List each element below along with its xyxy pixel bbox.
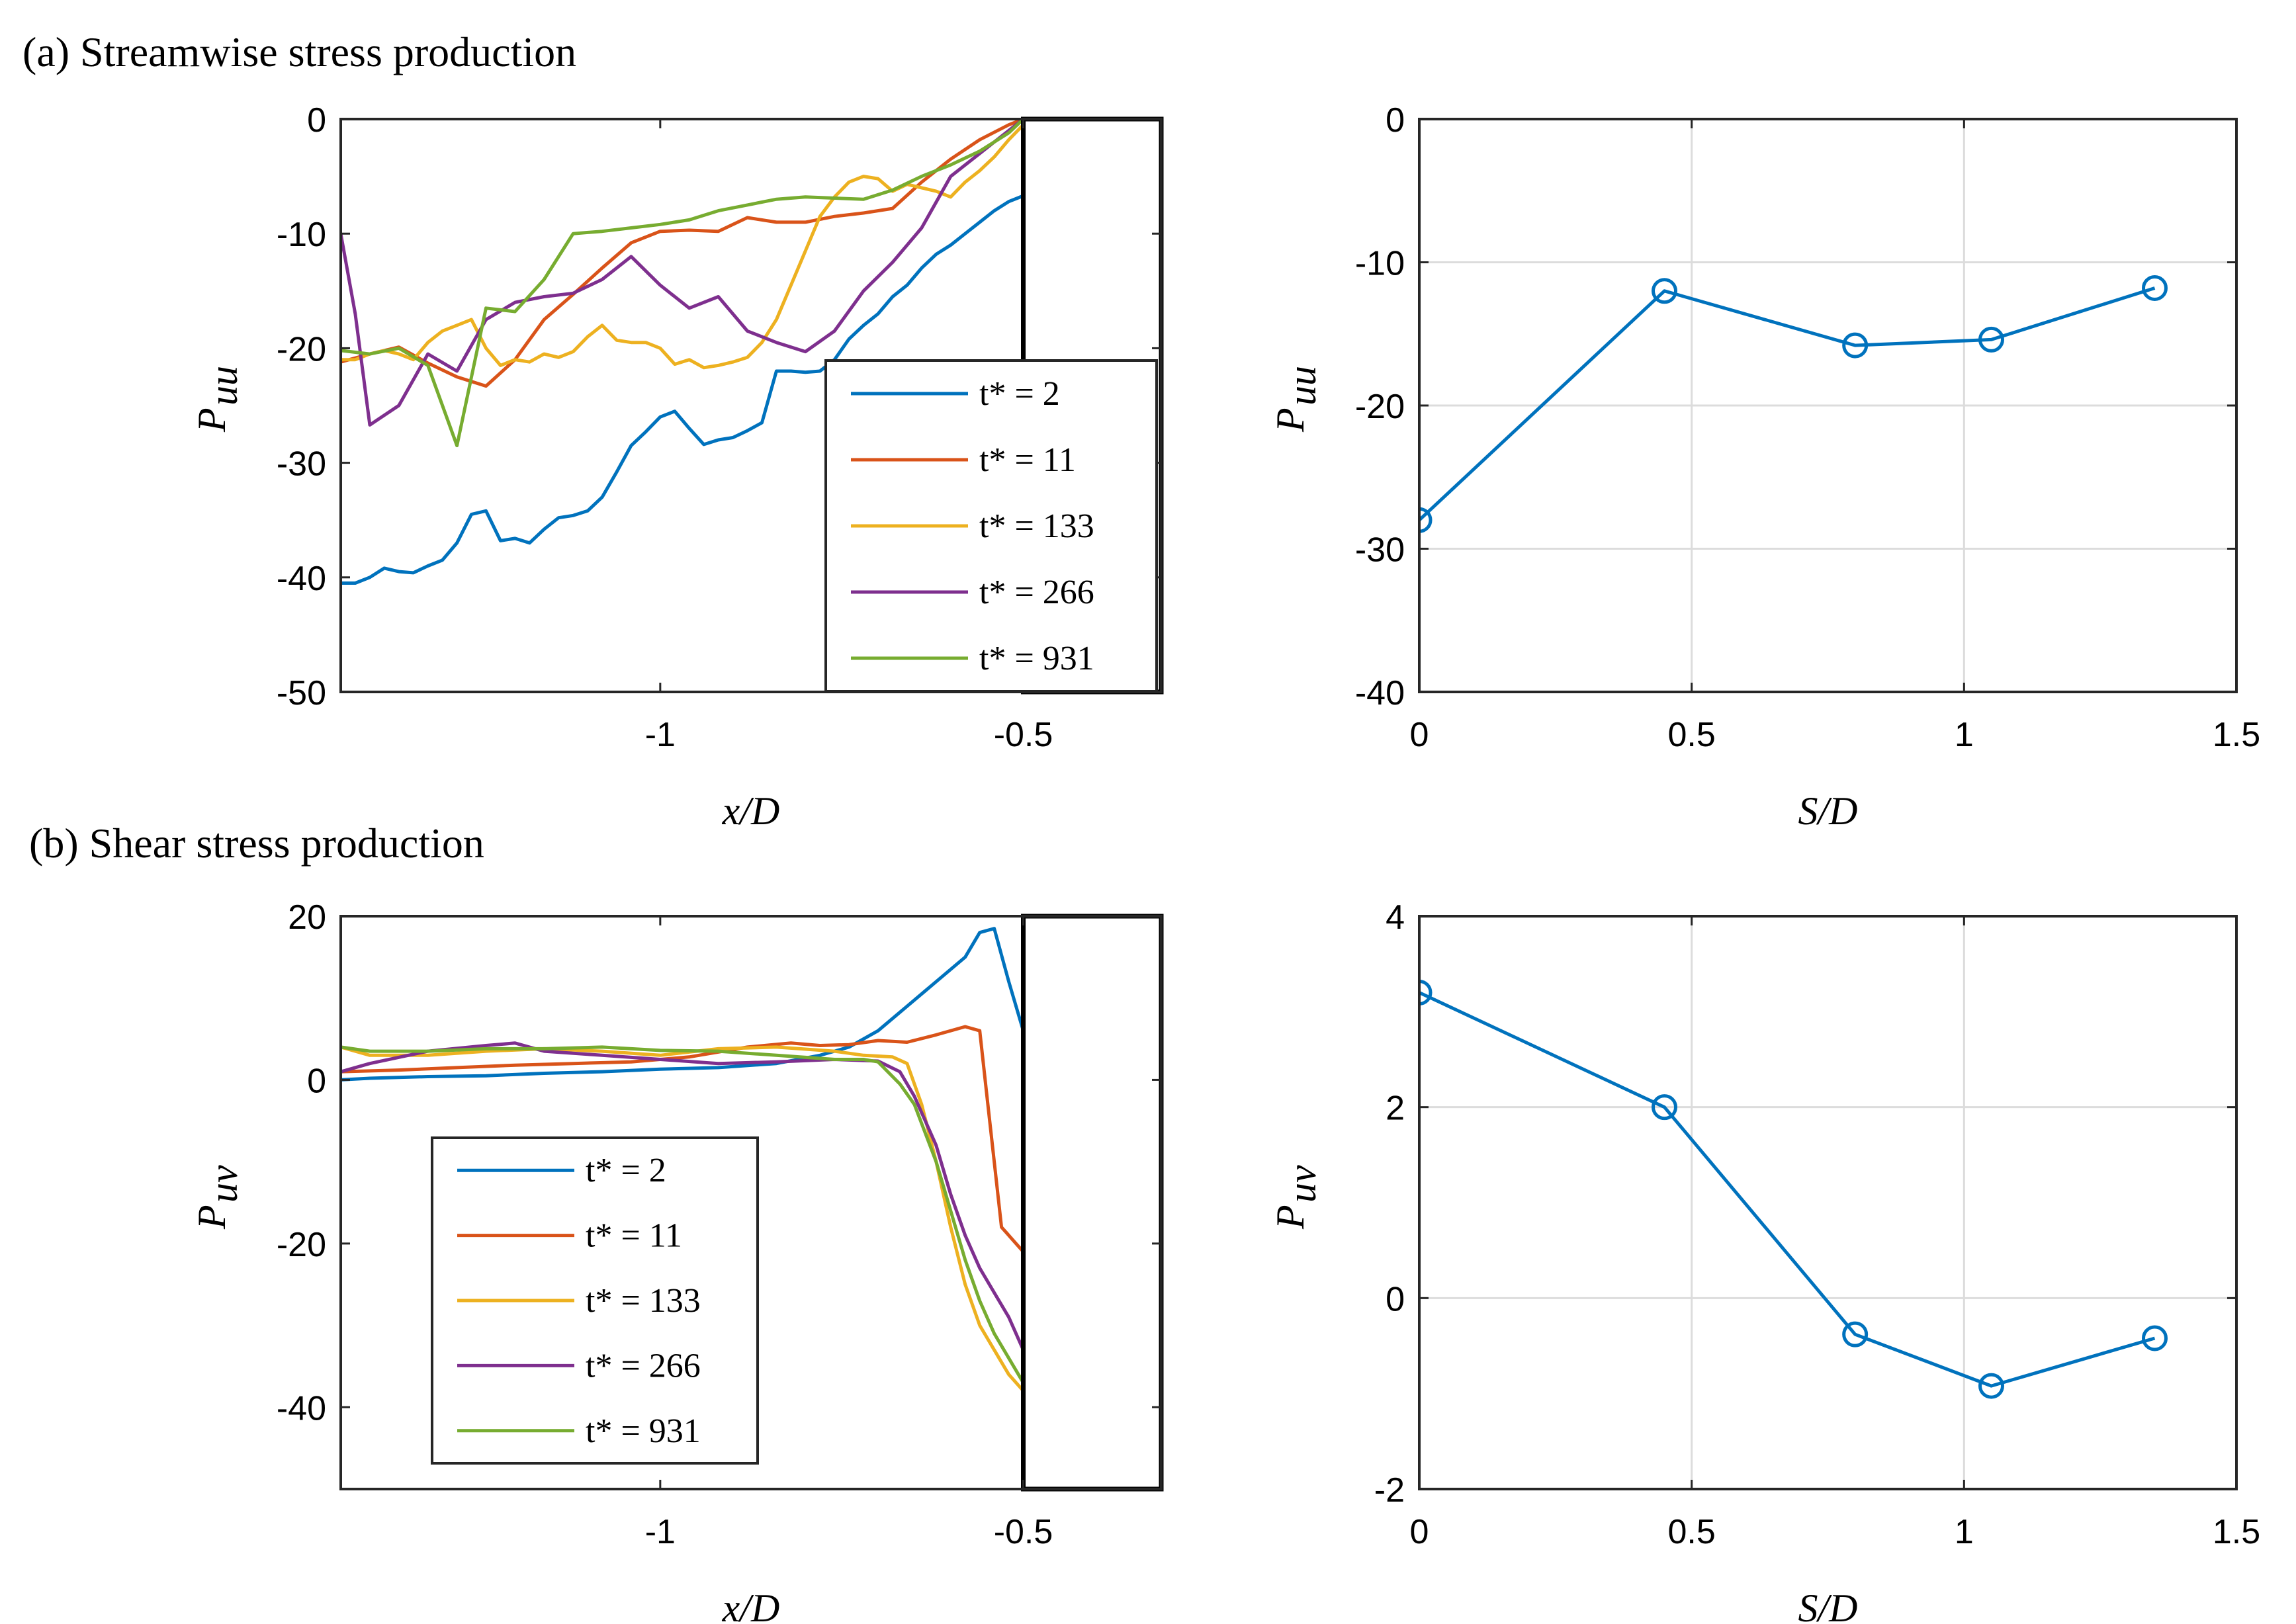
y-axis-label: Puu bbox=[190, 366, 245, 433]
y-tick-label: -10 bbox=[277, 216, 326, 254]
x-axis-label: x/D bbox=[722, 1586, 780, 1624]
y-tick-label: 4 bbox=[1386, 898, 1405, 937]
series-line-t-11 bbox=[341, 119, 1024, 388]
legend-label: t* = 11 bbox=[979, 441, 1076, 479]
series-group bbox=[1419, 275, 2168, 533]
series-line-p-uv bbox=[1419, 991, 2156, 1388]
legend-label: t* = 931 bbox=[979, 640, 1094, 677]
plot-a-streamwise-vs-spacing: 0 0.5 1 1.5 0 -10 -20 -30 -40 S/D Puu bbox=[1268, 101, 2260, 833]
legend-label: t* = 266 bbox=[979, 574, 1094, 611]
series-line-t-931 bbox=[341, 1045, 1025, 1384]
plot-b-shear-profile: -1 -0.5 20 0 -20 -40 x/D Puv t* = 2 t* = 11 t* = 1… bbox=[190, 898, 1164, 1624]
x-tick-label: 1.5 bbox=[2213, 716, 2260, 754]
y-axis-label-subscript: uv bbox=[1280, 1165, 1324, 1203]
data-point-marker bbox=[2142, 1325, 2168, 1351]
x-axis-label: x/D bbox=[722, 789, 780, 833]
legend: t* = 2 t* = 11 t* = 133 t* = 266 t* = 931 bbox=[431, 1136, 759, 1465]
x-tick-label: 0 bbox=[1410, 1513, 1429, 1551]
series-group bbox=[341, 927, 1025, 1392]
y-axis-label-main: P bbox=[1268, 1205, 1312, 1230]
y-tick-label: 0 bbox=[1386, 101, 1405, 140]
y-tick-label: -40 bbox=[277, 1389, 326, 1428]
y-tick-label: -30 bbox=[1355, 531, 1405, 570]
y-tick-label: 2 bbox=[1386, 1090, 1405, 1128]
axes-frame bbox=[339, 118, 1163, 693]
series-group bbox=[1419, 979, 2168, 1399]
y-tick-label: -20 bbox=[1355, 388, 1405, 426]
series-line-t-2 bbox=[341, 194, 1024, 585]
y-tick-label: -30 bbox=[277, 445, 326, 484]
axes-frame bbox=[339, 915, 1163, 1490]
data-point-marker bbox=[2142, 275, 2168, 301]
x-tick-label: -1 bbox=[645, 1513, 676, 1551]
series-line-t-931 bbox=[341, 119, 1025, 448]
x-tick-label: 0.5 bbox=[1668, 716, 1716, 754]
y-axis-label: Puv bbox=[190, 1165, 245, 1230]
y-tick-label: -40 bbox=[1355, 674, 1405, 712]
cylinder-block bbox=[1021, 914, 1164, 1492]
data-point-marker bbox=[1978, 326, 2004, 353]
y-tick-label: -20 bbox=[277, 330, 326, 368]
y-tick-label: 20 bbox=[288, 898, 326, 937]
y-axis-label-subscript: uu bbox=[202, 366, 245, 406]
series-line-t-133 bbox=[341, 123, 1025, 370]
legend-label: t* = 266 bbox=[586, 1347, 701, 1385]
x-tick-label: -1 bbox=[645, 716, 676, 754]
y-axis-label-subscript: uv bbox=[202, 1165, 245, 1203]
x-tick-label: -0.5 bbox=[994, 716, 1053, 754]
y-axis-label-main: P bbox=[1268, 407, 1312, 433]
y-tick-label: -2 bbox=[1374, 1471, 1405, 1510]
axes-frame bbox=[1418, 915, 2238, 1490]
data-point-marker bbox=[1842, 1321, 1869, 1347]
series-line-t-266 bbox=[341, 119, 1025, 427]
x-tick-label: 1.5 bbox=[2213, 1513, 2260, 1551]
x-tick-label: 1 bbox=[1955, 1513, 1974, 1551]
x-axis-label: S/D bbox=[1798, 1586, 1858, 1624]
y-tick-label: 0 bbox=[307, 101, 326, 140]
legend-label: t* = 931 bbox=[586, 1412, 701, 1450]
data-point-marker bbox=[1842, 332, 1869, 359]
y-axis-label: Puv bbox=[1268, 1165, 1324, 1230]
legend-label: t* = 133 bbox=[586, 1282, 701, 1320]
y-axis-label-subscript: uu bbox=[1280, 366, 1324, 406]
series-group bbox=[341, 119, 1025, 585]
panel-b-title: (b) Shear stress production bbox=[29, 820, 484, 867]
y-axis-label-main: P bbox=[190, 1205, 234, 1230]
legend-label: t* = 11 bbox=[586, 1217, 682, 1255]
y-tick-label: -20 bbox=[277, 1226, 326, 1264]
y-axis-label-main: P bbox=[190, 407, 234, 433]
x-tick-label: 0.5 bbox=[1668, 1513, 1716, 1551]
y-tick-label: -10 bbox=[1355, 245, 1405, 283]
plot-a-streamwise-profile: -1 -0.5 0 -10 -20 -30 -40 -50 x/D Puu t* = 2 t* = 1… bbox=[190, 101, 1164, 833]
series-line-t-2 bbox=[341, 927, 1025, 1082]
y-tick-label: 0 bbox=[307, 1062, 326, 1100]
legend-label: t* = 2 bbox=[979, 375, 1060, 413]
data-point-marker bbox=[1652, 1094, 1677, 1121]
legend-label: t* = 2 bbox=[586, 1152, 666, 1189]
y-tick-label: 0 bbox=[1386, 1280, 1405, 1318]
legend-label: t* = 133 bbox=[979, 507, 1094, 545]
panel-a-title: (a) Streamwise stress production bbox=[22, 28, 576, 75]
data-point-marker bbox=[1419, 507, 1433, 533]
x-tick-label: 1 bbox=[1955, 716, 1974, 754]
y-tick-label: -40 bbox=[277, 560, 326, 598]
series-line-t-11 bbox=[341, 1025, 1025, 1253]
data-point-marker bbox=[1978, 1373, 2004, 1399]
x-axis-label: S/D bbox=[1798, 789, 1858, 833]
x-tick-label: 0 bbox=[1410, 716, 1429, 754]
y-axis-label: Puu bbox=[1268, 366, 1324, 433]
data-point-marker bbox=[1419, 979, 1433, 1005]
data-point-marker bbox=[1652, 278, 1677, 304]
y-tick-label: -50 bbox=[277, 674, 326, 712]
series-line-p-uu bbox=[1419, 286, 2156, 522]
x-tick-label: -0.5 bbox=[994, 1513, 1053, 1551]
legend: t* = 2 t* = 11 t* = 133 t* = 266 t* = 931 bbox=[824, 359, 1158, 693]
